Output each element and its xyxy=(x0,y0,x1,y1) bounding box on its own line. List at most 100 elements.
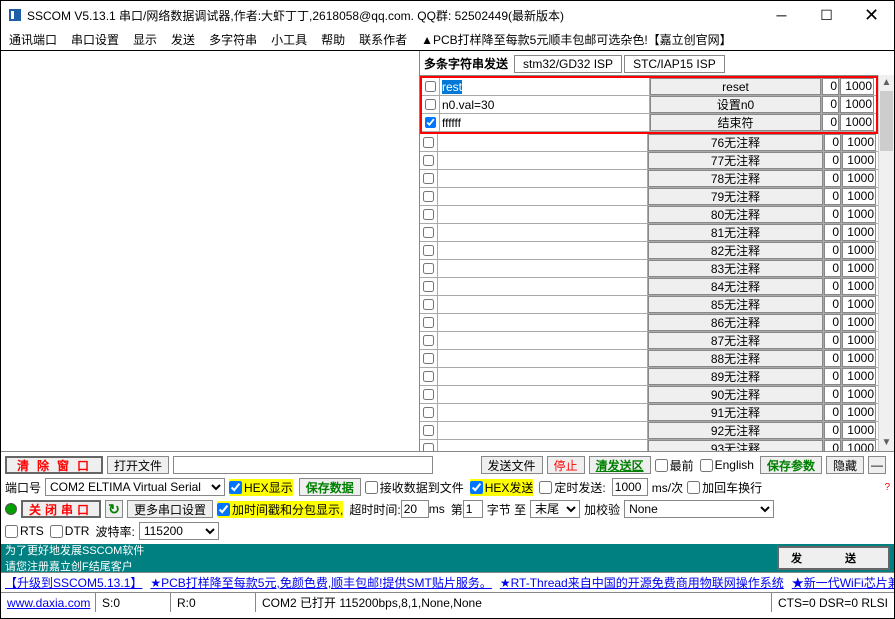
promo-wifi-link[interactable]: ★新一代WiFi芯片兼容 xyxy=(792,574,894,591)
row-text-input[interactable] xyxy=(438,278,648,295)
row-text-input[interactable] xyxy=(438,422,648,439)
row-text-input[interactable] xyxy=(438,206,648,223)
row-send-button[interactable]: 86无注释 xyxy=(648,314,823,331)
row-delay-input[interactable]: 1000 xyxy=(840,78,874,95)
row-checkbox[interactable] xyxy=(423,335,434,346)
row-send-button[interactable]: 85无注释 xyxy=(648,296,823,313)
row-delay-input[interactable]: 1000 xyxy=(842,260,876,277)
row-checkbox[interactable] xyxy=(423,227,434,238)
port-select[interactable]: COM2 ELTIMA Virtual Serial xyxy=(45,478,225,496)
row-checkbox[interactable] xyxy=(423,245,434,256)
row-delay-input[interactable]: 1000 xyxy=(842,440,876,451)
recv-to-file-checkbox[interactable]: 接收数据到文件 xyxy=(365,479,464,496)
timestamp-checkbox[interactable]: 加时间戳和分包显示, xyxy=(217,501,343,518)
open-file-button[interactable]: 打开文件 xyxy=(107,456,169,474)
topmost-checkbox[interactable]: 最前 xyxy=(655,457,694,474)
row-order-input[interactable]: 0 xyxy=(824,440,841,451)
row-delay-input[interactable]: 1000 xyxy=(842,242,876,259)
send-file-button[interactable]: 发送文件 xyxy=(481,456,543,474)
row-delay-input[interactable]: 1000 xyxy=(842,188,876,205)
refresh-button[interactable]: ↻ xyxy=(105,500,123,518)
maximize-button[interactable]: ☐ xyxy=(804,1,849,29)
row-text-input[interactable]: rest xyxy=(440,78,650,95)
menu-item-6[interactable]: 帮助 xyxy=(321,31,345,48)
row-send-button[interactable]: 91无注释 xyxy=(648,404,823,421)
row-order-input[interactable]: 0 xyxy=(824,260,841,277)
row-order-input[interactable]: 0 xyxy=(824,206,841,223)
checksum-select[interactable]: None xyxy=(624,500,774,518)
close-button[interactable]: ✕ xyxy=(849,1,894,29)
row-send-button[interactable]: 92无注释 xyxy=(648,422,823,439)
menu-item-0[interactable]: 通讯端口 xyxy=(9,31,57,48)
row-checkbox[interactable] xyxy=(423,371,434,382)
row-text-input[interactable] xyxy=(438,314,648,331)
crlf-checkbox[interactable]: 加回车换行 xyxy=(687,479,762,496)
row-order-input[interactable]: 0 xyxy=(824,350,841,367)
row-checkbox[interactable] xyxy=(423,407,434,418)
promo-upgrade-link[interactable]: 【升级到SSCOM5.13.1】 xyxy=(5,574,142,591)
row-send-button[interactable]: 结束符 xyxy=(650,114,821,131)
row-send-button[interactable]: 93无注释 xyxy=(648,440,823,451)
row-order-input[interactable]: 0 xyxy=(824,278,841,295)
row-delay-input[interactable]: 1000 xyxy=(842,278,876,295)
row-text-input[interactable] xyxy=(438,368,648,385)
row-delay-input[interactable]: 1000 xyxy=(840,114,874,131)
row-send-button[interactable]: 87无注释 xyxy=(648,332,823,349)
menu-item-8[interactable]: ▲PCB打样降至每款5元顺丰包邮可选杂色!【嘉立创官网】 xyxy=(421,31,732,48)
row-send-button[interactable]: 79无注释 xyxy=(648,188,823,205)
minimize-button[interactable]: ─ xyxy=(759,1,804,29)
row-checkbox[interactable] xyxy=(425,81,436,92)
row-order-input[interactable]: 0 xyxy=(824,314,841,331)
menu-item-3[interactable]: 发送 xyxy=(171,31,195,48)
row-checkbox[interactable] xyxy=(423,317,434,328)
row-delay-input[interactable]: 1000 xyxy=(842,350,876,367)
row-order-input[interactable]: 0 xyxy=(824,368,841,385)
row-text-input[interactable] xyxy=(438,440,648,451)
row-order-input[interactable]: 0 xyxy=(824,296,841,313)
row-order-input[interactable]: 0 xyxy=(824,170,841,187)
page-input[interactable] xyxy=(463,500,483,518)
row-delay-input[interactable]: 1000 xyxy=(842,170,876,187)
row-send-button[interactable]: 76无注释 xyxy=(648,134,823,151)
row-delay-input[interactable]: 1000 xyxy=(842,224,876,241)
row-checkbox[interactable] xyxy=(423,263,434,274)
row-delay-input[interactable]: 1000 xyxy=(842,152,876,169)
more-settings-button[interactable]: 更多串口设置 xyxy=(127,500,213,518)
file-path-input[interactable] xyxy=(173,456,433,474)
row-checkbox[interactable] xyxy=(423,281,434,292)
row-delay-input[interactable]: 1000 xyxy=(842,422,876,439)
row-order-input[interactable]: 0 xyxy=(822,114,839,131)
row-checkbox[interactable] xyxy=(423,209,434,220)
row-text-input[interactable] xyxy=(438,188,648,205)
row-checkbox[interactable] xyxy=(423,191,434,202)
row-send-button[interactable]: 设置n0 xyxy=(650,96,821,113)
hex-send-checkbox[interactable]: HEX发送 xyxy=(470,479,534,496)
vertical-scrollbar[interactable]: ▲ ▼ xyxy=(878,75,894,451)
row-text-input[interactable] xyxy=(438,260,648,277)
hide-button[interactable]: 隐藏 xyxy=(826,456,864,474)
stop-button[interactable]: 停止 xyxy=(547,456,585,474)
row-delay-input[interactable]: 1000 xyxy=(842,368,876,385)
send-button[interactable]: 发 送 xyxy=(777,546,890,570)
hex-display-checkbox[interactable]: HEX显示 xyxy=(229,479,293,496)
row-send-button[interactable]: reset xyxy=(650,78,821,95)
row-text-input[interactable] xyxy=(438,224,648,241)
close-port-button[interactable]: 关闭串口 xyxy=(21,500,101,518)
row-order-input[interactable]: 0 xyxy=(824,152,841,169)
menu-item-7[interactable]: 联系作者 xyxy=(359,31,407,48)
row-delay-input[interactable]: 1000 xyxy=(842,386,876,403)
row-delay-input[interactable]: 1000 xyxy=(842,332,876,349)
save-data-button[interactable]: 保存数据 xyxy=(299,478,361,496)
row-checkbox[interactable] xyxy=(423,353,434,364)
tail-select[interactable]: 末尾 xyxy=(530,500,580,518)
row-order-input[interactable]: 0 xyxy=(824,404,841,421)
menu-item-1[interactable]: 串口设置 xyxy=(71,31,119,48)
row-order-input[interactable]: 0 xyxy=(824,188,841,205)
row-send-button[interactable]: 88无注释 xyxy=(648,350,823,367)
timeout-input[interactable] xyxy=(401,500,429,518)
row-send-button[interactable]: 81无注释 xyxy=(648,224,823,241)
row-checkbox[interactable] xyxy=(423,137,434,148)
baud-select[interactable]: 115200 xyxy=(139,522,219,540)
scroll-up-icon[interactable]: ▲ xyxy=(879,75,894,91)
menu-item-4[interactable]: 多字符串 xyxy=(209,31,257,48)
